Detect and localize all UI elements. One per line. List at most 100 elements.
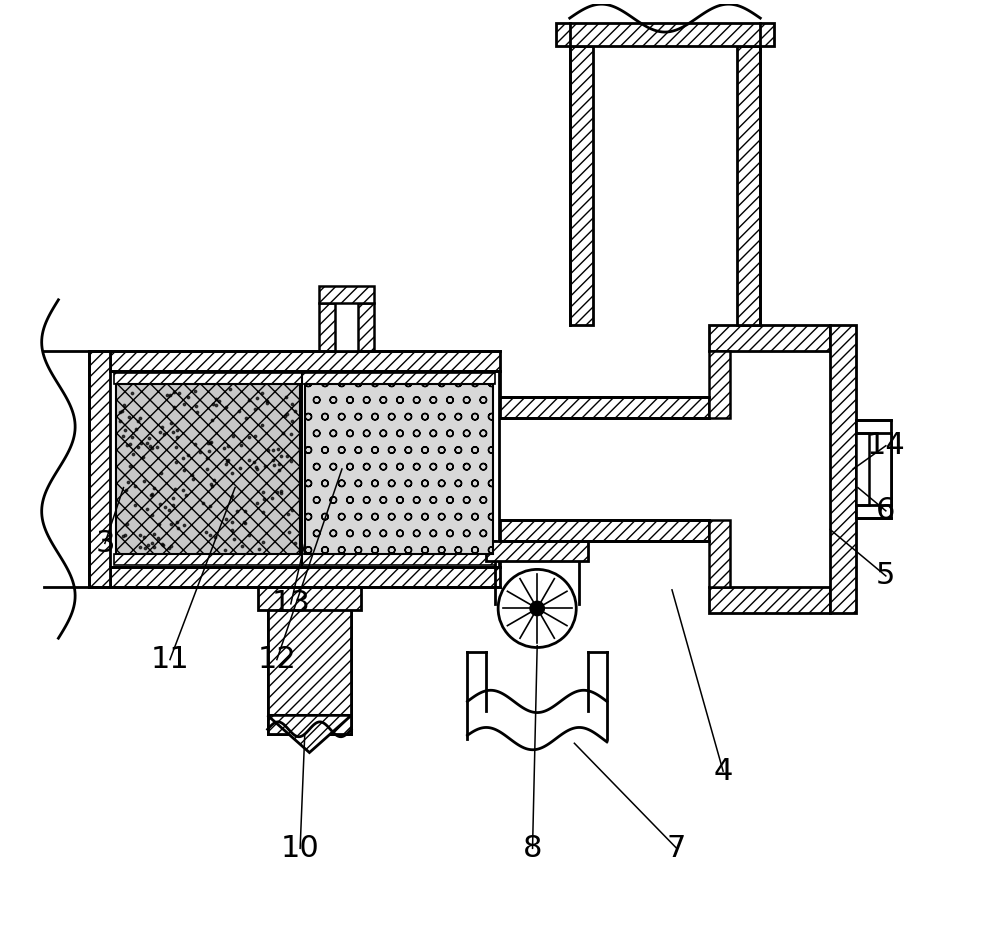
Point bbox=[278, 389, 294, 404]
Point bbox=[241, 452, 257, 467]
Polygon shape bbox=[268, 716, 351, 752]
Point bbox=[152, 496, 168, 511]
Point bbox=[142, 438, 158, 453]
Point bbox=[139, 501, 155, 516]
Point bbox=[247, 428, 263, 443]
Point bbox=[255, 484, 271, 499]
Point bbox=[254, 386, 270, 401]
Point bbox=[248, 460, 264, 475]
Point bbox=[281, 524, 297, 539]
Point bbox=[135, 449, 151, 464]
Bar bbox=[114, 373, 495, 385]
Point bbox=[207, 529, 223, 544]
Point bbox=[161, 503, 177, 518]
Point bbox=[270, 442, 286, 457]
Point bbox=[146, 539, 162, 554]
Point bbox=[119, 517, 135, 532]
Point bbox=[140, 537, 156, 552]
Point bbox=[117, 423, 133, 438]
Bar bbox=[500, 398, 709, 417]
Point bbox=[218, 457, 234, 472]
Point bbox=[224, 522, 240, 537]
Point bbox=[114, 403, 130, 418]
Point bbox=[180, 447, 196, 462]
Point bbox=[176, 518, 192, 533]
Point bbox=[127, 478, 143, 493]
Text: 12: 12 bbox=[258, 645, 296, 674]
Point bbox=[255, 535, 271, 550]
Bar bbox=[358, 303, 374, 351]
Point bbox=[199, 450, 215, 465]
Point bbox=[231, 403, 247, 418]
Text: 14: 14 bbox=[866, 431, 905, 461]
Point bbox=[112, 414, 128, 429]
Bar bbox=[114, 553, 495, 565]
Point bbox=[165, 490, 181, 505]
Point bbox=[167, 482, 183, 497]
Bar bbox=[335, 303, 358, 351]
Point bbox=[119, 438, 135, 453]
Point bbox=[264, 491, 280, 506]
Bar bbox=[869, 433, 891, 505]
Point bbox=[241, 527, 257, 542]
Text: 11: 11 bbox=[151, 645, 189, 674]
Point bbox=[185, 472, 201, 487]
Point bbox=[136, 530, 152, 545]
Point bbox=[171, 386, 187, 401]
Point bbox=[178, 488, 194, 503]
Point bbox=[144, 440, 160, 455]
Point bbox=[133, 436, 149, 451]
Point bbox=[115, 528, 131, 543]
Bar bbox=[856, 420, 891, 518]
Bar bbox=[593, 46, 737, 325]
Point bbox=[287, 403, 303, 418]
Point bbox=[202, 528, 218, 543]
Bar bbox=[258, 587, 361, 611]
Point bbox=[208, 398, 224, 413]
Point bbox=[112, 404, 128, 419]
Point bbox=[130, 439, 146, 454]
Point bbox=[204, 413, 220, 428]
Point bbox=[121, 410, 137, 425]
Text: 13: 13 bbox=[271, 589, 310, 618]
Point bbox=[283, 453, 299, 468]
Point bbox=[224, 466, 240, 481]
Point bbox=[159, 387, 175, 402]
Point bbox=[241, 392, 257, 407]
Point bbox=[271, 457, 287, 472]
Bar bbox=[486, 540, 588, 561]
Bar bbox=[319, 286, 374, 303]
Point bbox=[246, 455, 262, 470]
Point bbox=[256, 492, 272, 507]
Text: 4: 4 bbox=[713, 757, 733, 786]
Point bbox=[224, 515, 240, 530]
Point bbox=[163, 538, 179, 553]
Point bbox=[143, 488, 159, 503]
Point bbox=[211, 394, 227, 409]
Bar bbox=[709, 351, 730, 417]
Point bbox=[144, 508, 160, 523]
Point bbox=[225, 429, 241, 444]
Bar bbox=[709, 587, 830, 613]
Bar bbox=[110, 371, 500, 567]
Point bbox=[187, 437, 203, 452]
Point bbox=[137, 541, 153, 556]
Point bbox=[146, 480, 162, 495]
Point bbox=[259, 394, 275, 409]
Point bbox=[260, 443, 276, 458]
Point bbox=[202, 435, 218, 450]
Point bbox=[141, 431, 157, 446]
Point bbox=[269, 485, 285, 500]
Text: 7: 7 bbox=[667, 834, 686, 863]
Bar bbox=[110, 351, 500, 371]
Point bbox=[236, 515, 252, 530]
Point bbox=[259, 396, 275, 411]
Point bbox=[116, 398, 132, 413]
Circle shape bbox=[498, 569, 576, 647]
Point bbox=[155, 537, 171, 552]
Point bbox=[237, 516, 253, 531]
Point bbox=[192, 444, 208, 459]
Point bbox=[277, 409, 293, 424]
Point bbox=[273, 483, 289, 498]
Point bbox=[273, 448, 289, 463]
